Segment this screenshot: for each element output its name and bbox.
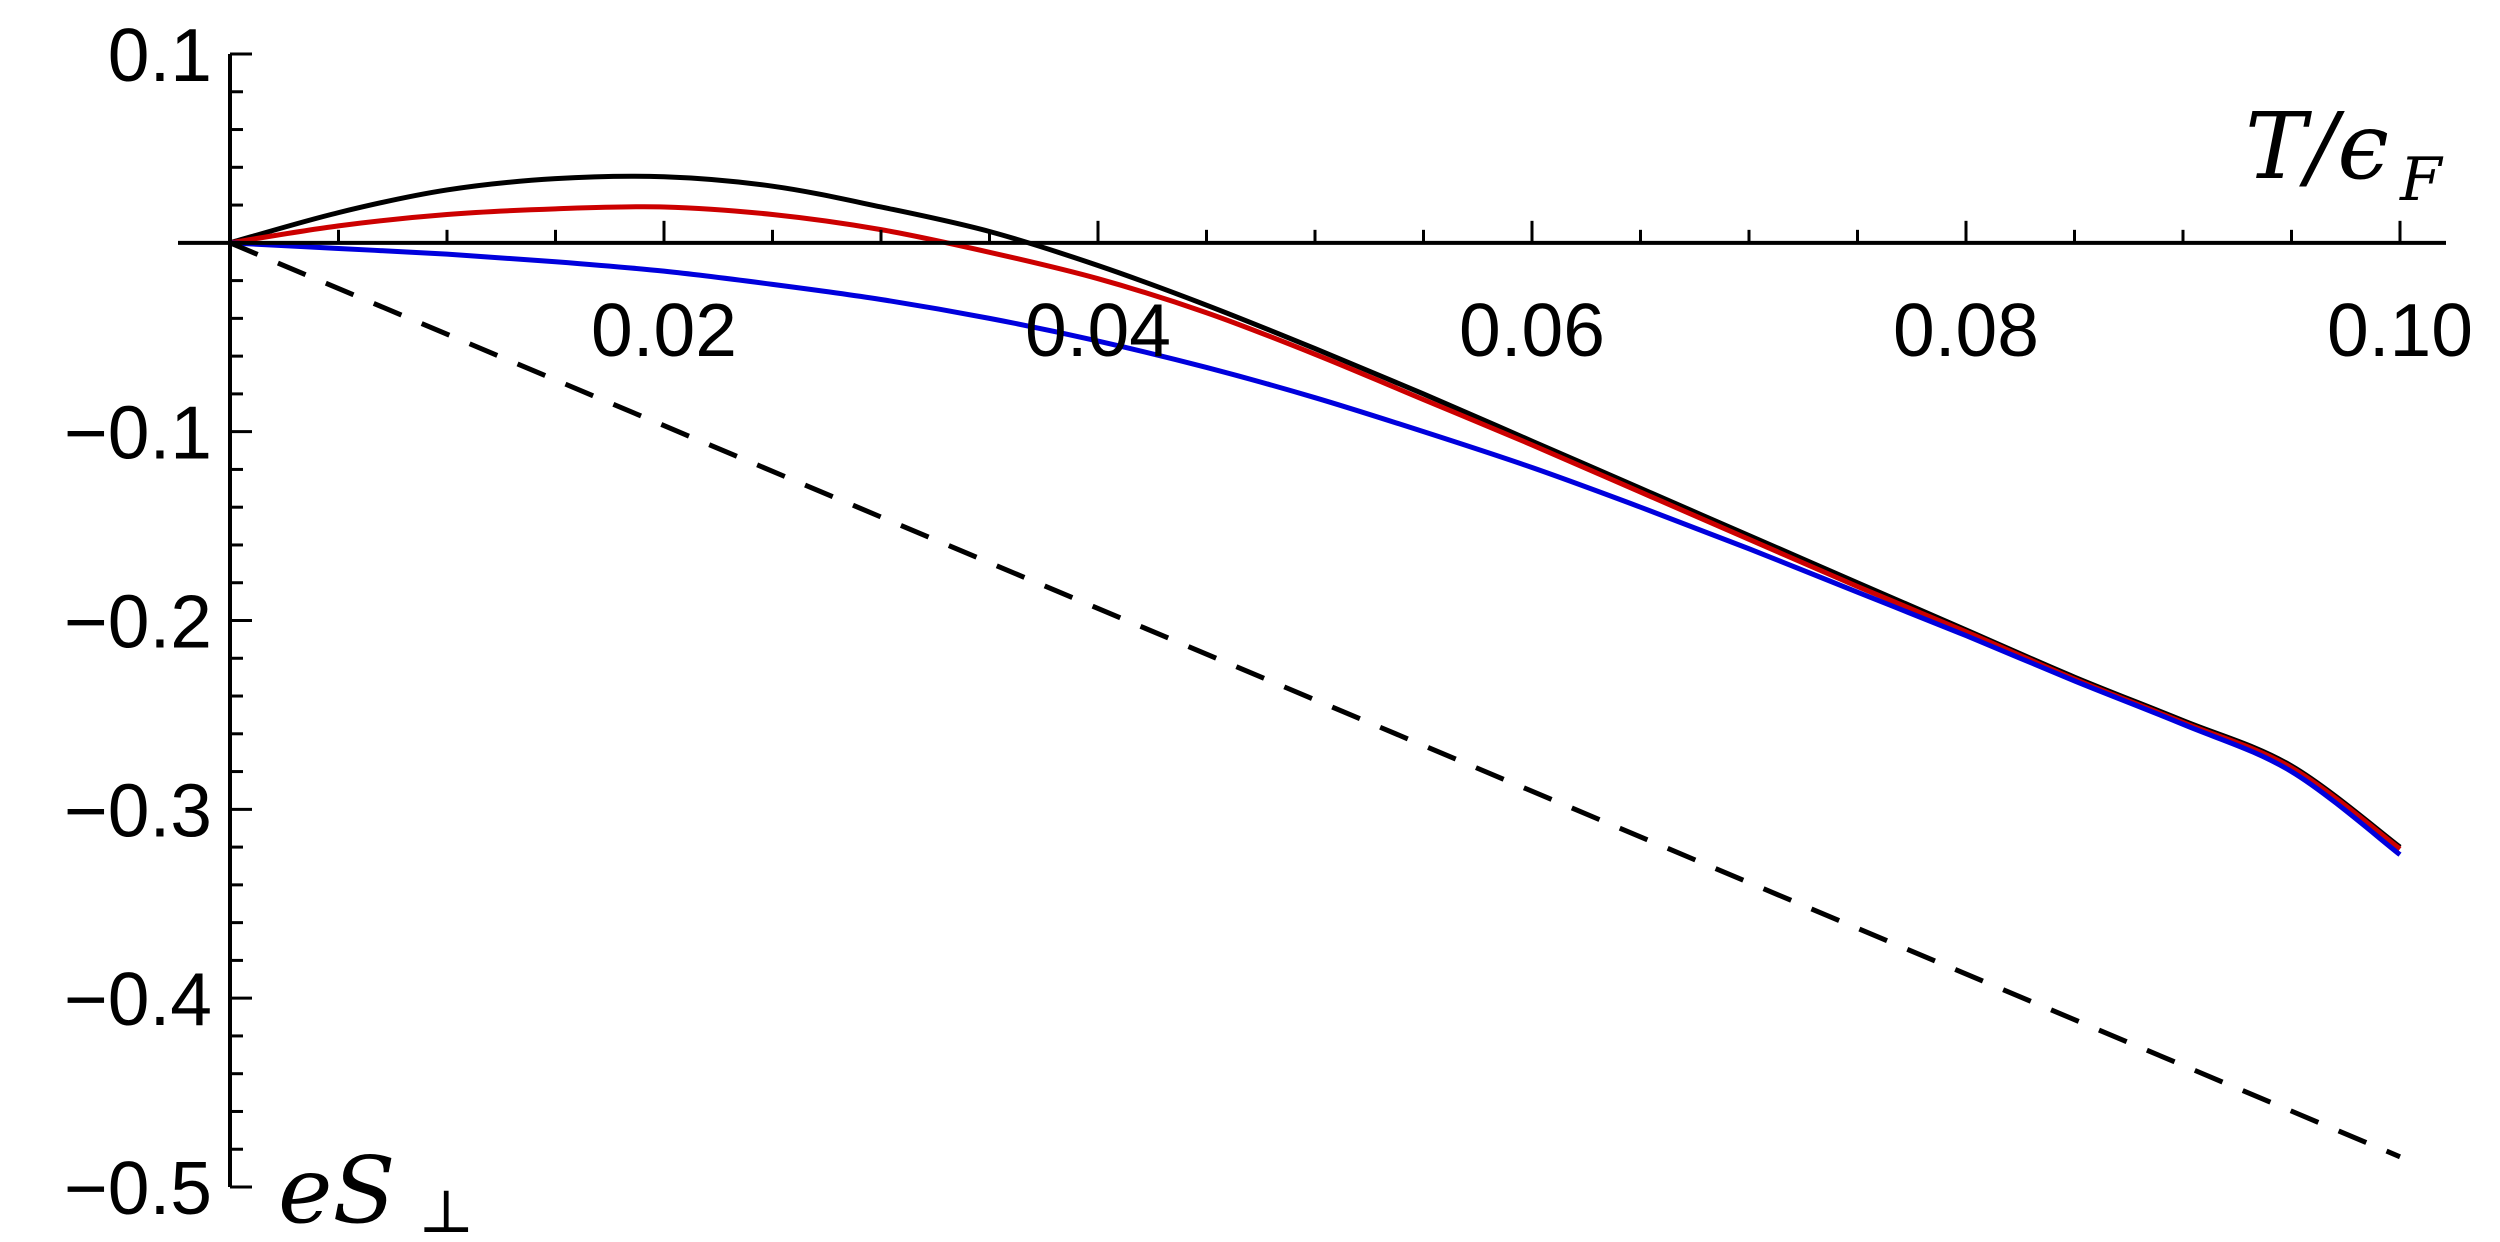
y-axis-label: eS [278,1137,395,1242]
x-tick-label: 0.06 [1459,288,1605,372]
series-line-2 [229,204,2402,851]
y-tick-label: 0.1 [108,13,212,97]
y-axis-label-subscript: ⊥ [418,1177,474,1242]
y-tick-label: −0.2 [64,580,212,664]
x-tick-label: 0.10 [2327,288,2473,372]
x-axis-label-subscript: F [2399,145,2444,215]
x-tick-label: 0.02 [591,288,737,372]
y-tick-label: −0.3 [64,768,212,852]
series-layer [229,173,2402,1160]
y-tick-label: −0.1 [64,391,212,475]
y-tick-label: −0.5 [64,1146,212,1230]
series-line-1 [229,173,2402,850]
series-line-4 [229,240,2401,1160]
x-tick-label: 0.04 [1025,288,1171,372]
y-tick-label: −0.4 [64,957,212,1041]
labels-layer: 0.02 0.04 0.06 0.08 0.10 0.1 −0.1 −0.2 −0.3 −0.4 −… [64,13,2473,1242]
axes-layer [178,52,2446,1189]
x-axis-label: T/ϵ [2245,93,2389,200]
series-line-3 [229,240,2402,857]
x-tick-label: 0.08 [1893,288,2039,372]
